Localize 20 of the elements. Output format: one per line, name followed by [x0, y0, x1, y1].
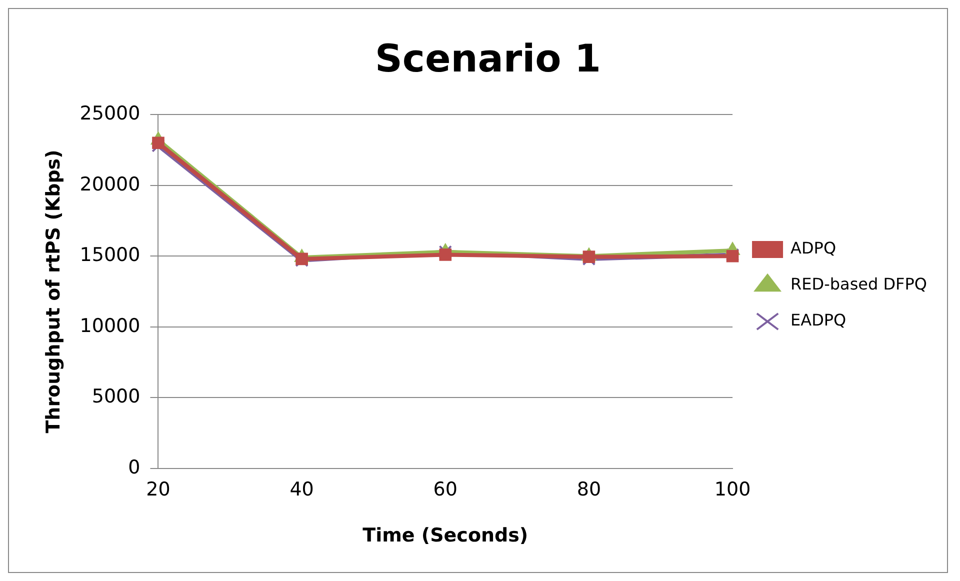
y-tick-label: 15000	[80, 244, 140, 266]
y-axis-title: Throughput of rtPS (Kbps)	[42, 150, 64, 434]
x-tick-label: 100	[714, 478, 751, 501]
x-tick-label: 20	[146, 478, 170, 501]
x-axis-title: Time (Seconds)	[362, 524, 528, 547]
point	[582, 250, 596, 263]
point	[152, 136, 164, 150]
y-tick-label: 25000	[80, 102, 140, 125]
y-tick-label: 10000	[80, 314, 140, 337]
x-tick-label: 60	[433, 478, 458, 501]
y-tick-label: 5000	[92, 386, 140, 408]
legend-label: EADPQ	[790, 310, 846, 330]
y-tick-label: 20000	[80, 173, 140, 196]
x-tick-label: 40	[290, 478, 314, 501]
y-tick-label: 0	[128, 456, 140, 478]
legend-label: RED-based DFPQ	[790, 274, 927, 294]
legend-label: ADPQ	[790, 238, 836, 258]
x-tick-label: 80	[576, 478, 602, 501]
chart-title: Scenario 1	[375, 36, 601, 81]
point	[439, 248, 452, 261]
